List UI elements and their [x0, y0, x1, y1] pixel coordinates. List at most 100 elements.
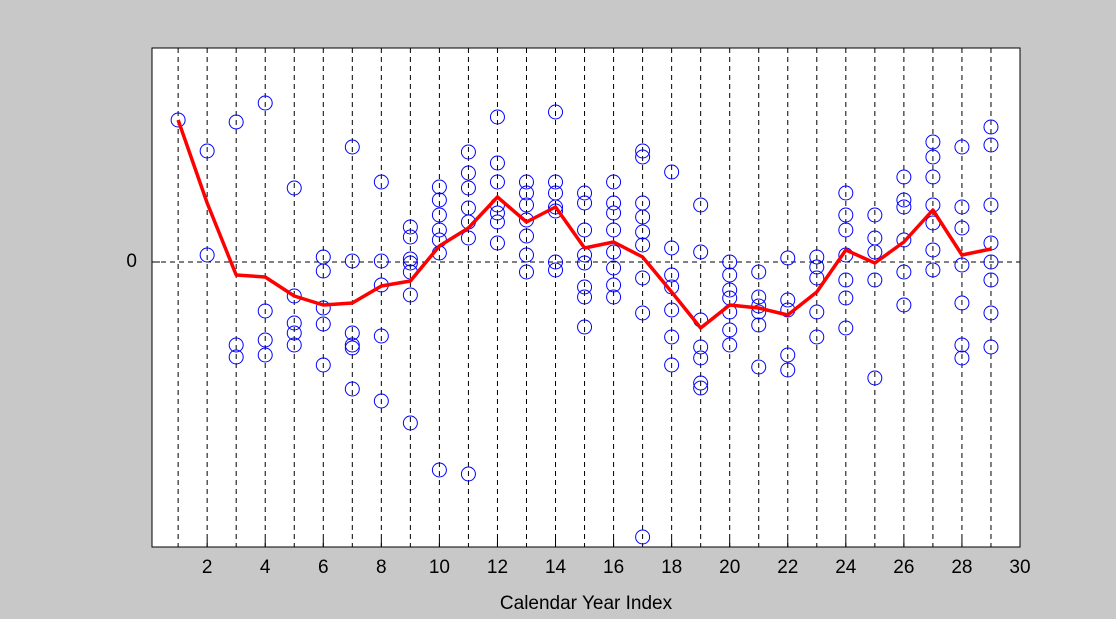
- scatter-point: [257, 95, 273, 111]
- scatter-point: [606, 222, 622, 238]
- scatter-point: [635, 149, 651, 165]
- scatter-point: [983, 197, 999, 213]
- scatter-point: [896, 192, 912, 208]
- scatter-point: [489, 214, 505, 230]
- scatter-point: [460, 466, 476, 482]
- scatter-point: [635, 143, 651, 159]
- x-tick-label: 6: [318, 557, 329, 578]
- scatter-point: [315, 316, 331, 332]
- scatter-point: [402, 415, 418, 431]
- scatter-point: [983, 137, 999, 153]
- scatter-point: [460, 165, 476, 181]
- scatter-point: [577, 222, 593, 238]
- scatter-point: [838, 185, 854, 201]
- scatter-point: [199, 247, 215, 263]
- y-tick-label: 0: [126, 251, 137, 272]
- scatter-point: [983, 272, 999, 288]
- scatter-point: [722, 254, 738, 270]
- scatter-point: [606, 195, 622, 211]
- scatter-point: [780, 250, 796, 266]
- scatter-point: [402, 219, 418, 235]
- scatter-point: [489, 205, 505, 221]
- scatter-point: [518, 228, 534, 244]
- scatter-point: [838, 222, 854, 238]
- scatter-point: [722, 267, 738, 283]
- x-tick-label: 8: [376, 557, 387, 578]
- scatter-point: [983, 305, 999, 321]
- scatter-point: [402, 229, 418, 245]
- scatter-point: [693, 197, 709, 213]
- scatter-point: [838, 290, 854, 306]
- scatter-point: [838, 207, 854, 223]
- scatter-point: [780, 347, 796, 363]
- scatter-point: [664, 302, 680, 318]
- scatter-point: [577, 279, 593, 295]
- scatter-point: [722, 282, 738, 298]
- scatter-point: [693, 380, 709, 396]
- scatter-point: [925, 169, 941, 185]
- scatter-point: [315, 357, 331, 373]
- scatter-point: [489, 235, 505, 251]
- scatter-point: [925, 134, 941, 150]
- scatter-point: [344, 325, 360, 341]
- x-tick-label: 28: [951, 557, 972, 578]
- scatter-point: [983, 339, 999, 355]
- x-tick-label: 20: [719, 557, 740, 578]
- scatter-point: [344, 253, 360, 269]
- x-tick-label: 14: [545, 557, 567, 578]
- scatter-point: [518, 264, 534, 280]
- scatter-point: [344, 337, 360, 353]
- scatter-point: [373, 174, 389, 190]
- scatter-point: [954, 350, 970, 366]
- scatter-point: [809, 329, 825, 345]
- scatter-point: [286, 337, 302, 353]
- scatter-point: [925, 262, 941, 278]
- scatter-point: [867, 244, 883, 260]
- scatter-point: [431, 462, 447, 478]
- scatter-point: [170, 112, 186, 128]
- scatter-point: [402, 255, 418, 271]
- scatter-point: [315, 263, 331, 279]
- scatter-point: [548, 104, 564, 120]
- scatter-point: [896, 297, 912, 313]
- scatter-point: [577, 319, 593, 335]
- scatter-point: [286, 315, 302, 331]
- scatter-point: [983, 119, 999, 135]
- scatter-point: [344, 340, 360, 356]
- scatter-point: [722, 322, 738, 338]
- scatter-point: [577, 195, 593, 211]
- x-tick-label: 12: [487, 557, 508, 578]
- scatter-point: [489, 174, 505, 190]
- scatter-point: [635, 209, 651, 225]
- scatter-point: [489, 155, 505, 171]
- scatter-point: [664, 164, 680, 180]
- scatter-point: [606, 277, 622, 293]
- scatter-point: [606, 260, 622, 276]
- scatter-point: [431, 179, 447, 195]
- scatter-point: [925, 149, 941, 165]
- scatter-point: [664, 329, 680, 345]
- scatter-point: [954, 257, 970, 273]
- scatter-point: [722, 337, 738, 353]
- x-tick-label: 2: [202, 557, 213, 578]
- scatter-point: [635, 305, 651, 321]
- scatter-point: [548, 174, 564, 190]
- scatter-point: [954, 220, 970, 236]
- scatter-point: [431, 222, 447, 238]
- scatter-point: [606, 244, 622, 260]
- x-tick-label: 26: [893, 557, 914, 578]
- scatter-point: [373, 328, 389, 344]
- x-tick-label: 18: [661, 557, 682, 578]
- scatter-point: [954, 337, 970, 353]
- scatter-point: [664, 267, 680, 283]
- scatter-point: [693, 375, 709, 391]
- scatter-point: [315, 300, 331, 316]
- x-tick-label: 30: [1009, 557, 1030, 578]
- scatter-point: [751, 359, 767, 375]
- scatter-point: [606, 174, 622, 190]
- x-tick-label: 22: [777, 557, 798, 578]
- scatter-point: [635, 237, 651, 253]
- scatter-point: [954, 199, 970, 215]
